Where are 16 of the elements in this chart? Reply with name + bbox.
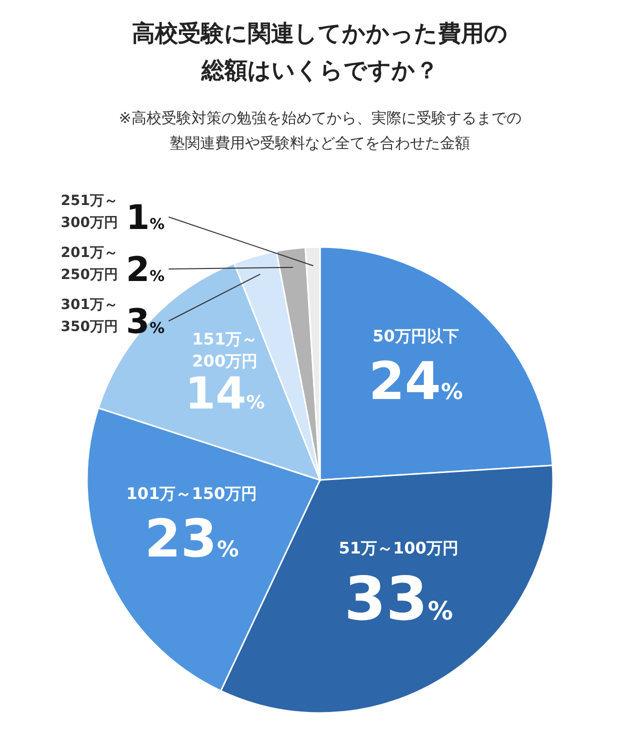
slice-label: 201万～ 250万円 (60, 245, 118, 283)
data-label: 3% (126, 302, 165, 342)
slice-label: 151万～ 200万円 (192, 329, 258, 370)
slice-label: 251万～ 300万円 (60, 193, 118, 231)
slice-label: 50万円以下 (372, 326, 459, 346)
data-label: 23% (144, 509, 239, 570)
slice-label: 51万～100万円 (338, 538, 458, 558)
data-label: 33% (344, 564, 453, 635)
data-label: 14% (185, 368, 265, 420)
chart-title: 高校受験に関連してかかった費用の総額はいくらですか？ (130, 20, 509, 86)
data-label: 24% (368, 352, 463, 412)
slice-label: 301万～ 350万円 (60, 297, 118, 335)
data-label: 2% (126, 250, 165, 290)
data-label: 1% (126, 198, 165, 238)
chart-subtitle: ※高校受験対策の勉強を始めてから、実際に受験するまでの塾関連費用や受験料など全てを合わせた金額 (118, 108, 522, 154)
slice-label: 101万～150万円 (126, 484, 258, 504)
